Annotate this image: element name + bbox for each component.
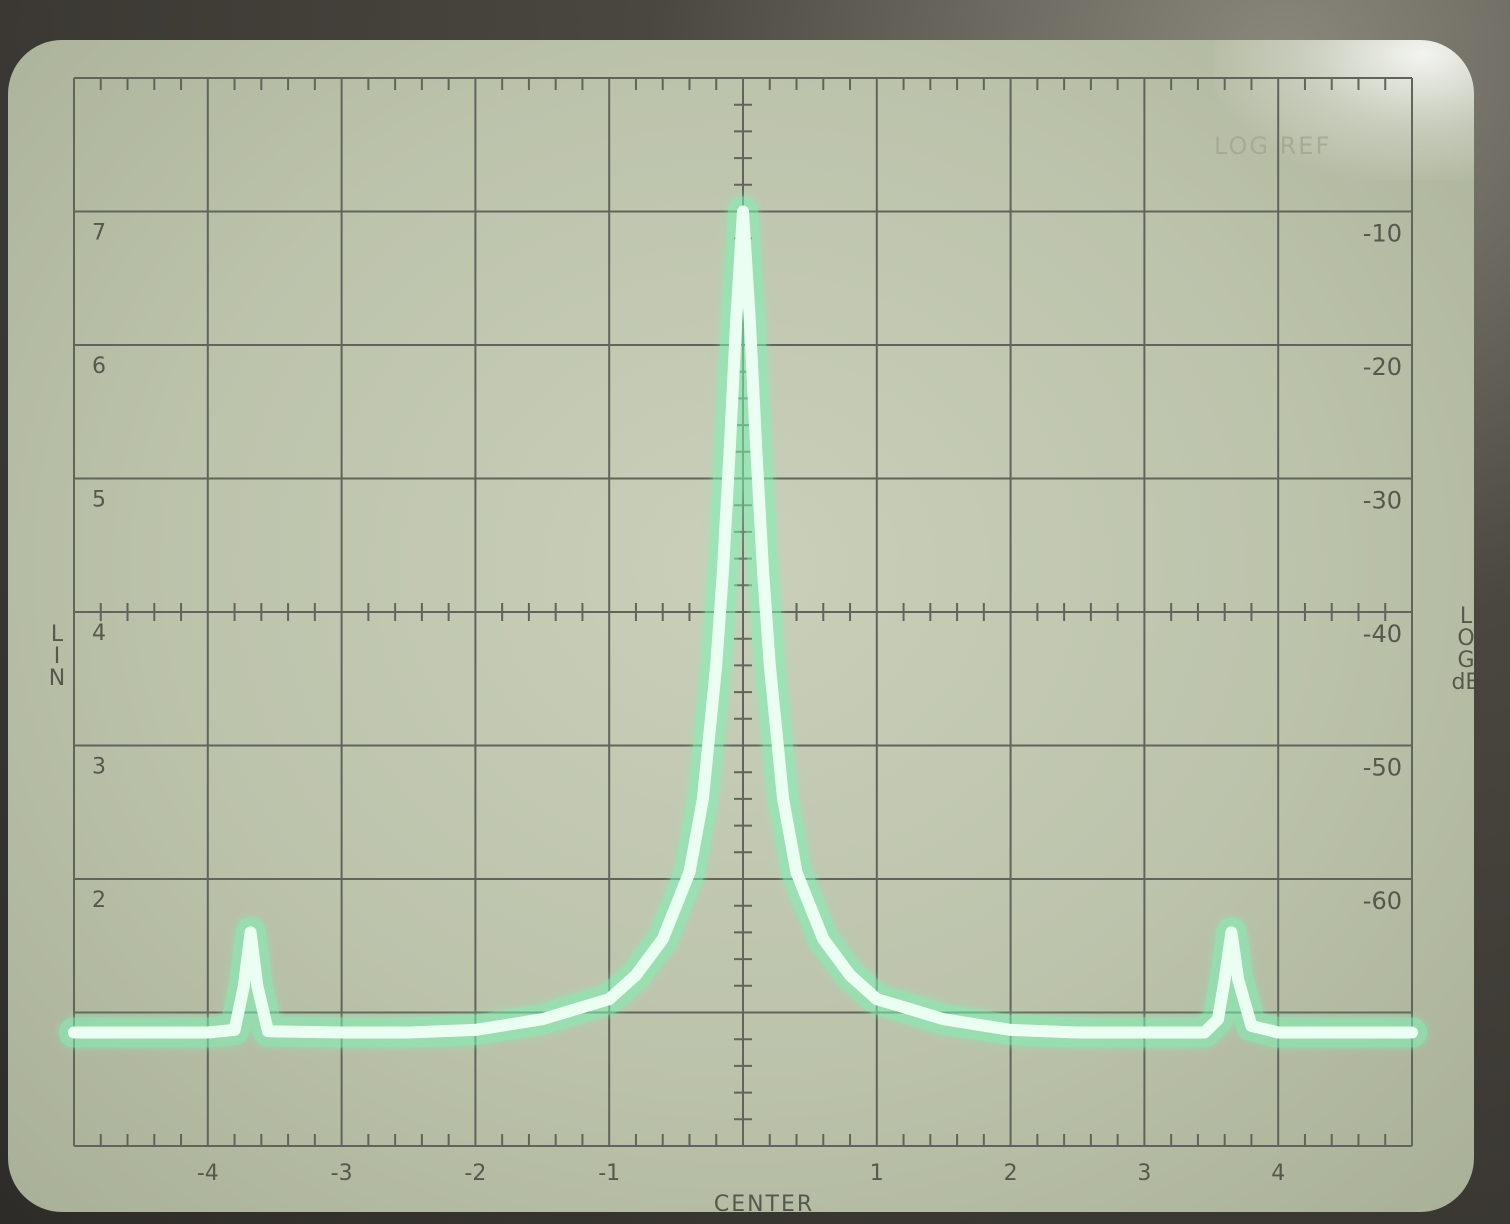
trace-point <box>1410 1031 1414 1035</box>
lin-tick-label: 5 <box>92 488 106 513</box>
trace-point <box>661 937 665 941</box>
trace-point <box>139 1031 143 1035</box>
log-db-tick-label: -30 <box>1363 487 1402 515</box>
log-db-tick-label: -10 <box>1363 220 1402 248</box>
lin-tick-label: 6 <box>92 354 106 379</box>
trace-point <box>1142 1031 1146 1035</box>
log-db-tick-label: -20 <box>1363 353 1402 381</box>
lin-tick-label: 2 <box>92 888 106 913</box>
x-tick-label: -3 <box>331 1161 353 1186</box>
lin-tick-label: 4 <box>92 621 106 646</box>
lin-tick-label: 3 <box>92 755 106 780</box>
trace-point <box>242 984 246 988</box>
trace-point <box>848 973 852 977</box>
trace-point <box>714 663 718 667</box>
trace-point <box>721 570 725 574</box>
axis-label-char: dB <box>1451 670 1474 695</box>
trace-point <box>1276 1031 1280 1035</box>
x-tick-label: -1 <box>598 1161 620 1186</box>
log-ref-label: LOG REF <box>1214 132 1332 160</box>
trace-layer <box>59 196 1427 1048</box>
trace-point <box>728 450 732 454</box>
x-tick-label: 1 <box>870 1161 884 1186</box>
trace-point <box>473 1028 477 1032</box>
x-tick-label: 4 <box>1271 1161 1285 1186</box>
trace-point <box>1249 1024 1253 1028</box>
trace-point <box>734 316 738 320</box>
trace-point <box>607 997 611 1001</box>
trace-point <box>761 570 765 574</box>
trace-point <box>942 1017 946 1021</box>
graticule-ticks <box>99 78 1387 1146</box>
trace-point <box>634 973 638 977</box>
trace-point <box>266 1029 270 1033</box>
x-tick-label: 2 <box>1004 1161 1018 1186</box>
trace-point <box>795 870 799 874</box>
trace-point <box>687 870 691 874</box>
trace-point <box>407 1031 410 1035</box>
log-db-tick-label: -50 <box>1363 754 1402 782</box>
trace-point <box>1009 1028 1013 1032</box>
axis-label-char: L <box>50 622 64 647</box>
center-frequency-word: CENTER <box>713 1192 815 1213</box>
axis-label-char: G <box>1457 648 1474 673</box>
axis-label-char: O <box>1457 626 1474 651</box>
trace-point <box>754 450 758 454</box>
trace-point <box>741 210 745 213</box>
trace-point <box>1223 977 1227 981</box>
lin-tick-labels: 7 6 5 4 3 2 <box>92 221 106 914</box>
trace-point <box>875 997 879 1001</box>
trace-point <box>1229 930 1233 934</box>
trace-point <box>1203 1031 1207 1035</box>
trace-point <box>1076 1031 1079 1035</box>
trace-point <box>781 797 785 801</box>
log-db-tick-label: -40 <box>1363 620 1402 648</box>
trace-point <box>255 984 259 988</box>
trace-point <box>340 1031 344 1035</box>
frequency-tick-labels: -4 -3 -2 -1 1 2 3 4 <box>197 1161 1285 1186</box>
trace-point <box>72 1031 76 1035</box>
trace-point <box>1343 1031 1347 1035</box>
trace-point <box>540 1017 544 1021</box>
lin-tick-label: 7 <box>92 221 106 246</box>
trace-point <box>1216 1017 1220 1021</box>
x-tick-label: 3 <box>1137 1161 1151 1186</box>
trace-point <box>701 797 705 801</box>
trace-point <box>233 1028 237 1032</box>
trace-point <box>748 316 752 320</box>
trace-point <box>821 937 825 941</box>
log-db-tick-labels: -10 -20 -30 -40 -50 -60 <box>1363 220 1402 916</box>
screen-glare <box>1214 40 1474 180</box>
log-db-tick-label: -60 <box>1363 887 1402 915</box>
trace-point <box>1236 977 1240 981</box>
trace-point <box>249 930 253 934</box>
axis-label-char: L <box>1459 604 1473 629</box>
axis-label-char: I <box>53 644 61 669</box>
spectrum-chart: 7 6 5 4 3 2 -10 -20 -30 -40 -50 -60 -4 -3 -2 -1 1 2 3 4 <box>59 77 1427 1186</box>
center-frequency-label: CENTERFREQUENCY <box>664 1192 864 1213</box>
x-tick-label: -2 <box>464 1161 486 1186</box>
trace-point <box>206 1031 210 1035</box>
trace-point <box>768 663 772 667</box>
x-tick-label: -4 <box>197 1161 219 1186</box>
crt-screen: 7 6 5 4 3 2 -10 -20 -30 -40 -50 -60 -4 -3 -2 -1 1 2 3 4 L… <box>8 40 1474 1212</box>
axis-label-char: N <box>48 666 66 691</box>
spectrum-trace <box>68 205 1418 1039</box>
